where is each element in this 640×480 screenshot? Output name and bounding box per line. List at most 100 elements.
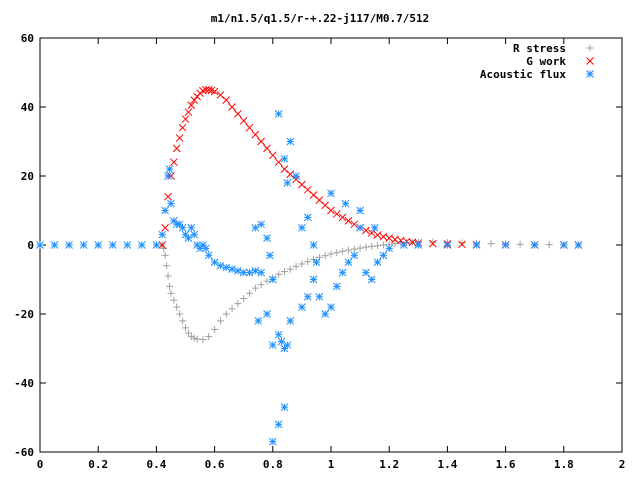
- data-point: [274, 110, 283, 118]
- chart-title: m1/n1.5/q1.5/r-+.22-j117/M0.7/512: [211, 12, 430, 25]
- data-point: [205, 332, 213, 340]
- data-point: [184, 329, 192, 337]
- data-point: [333, 249, 341, 257]
- data-point: [362, 268, 370, 277]
- data-point: [164, 192, 172, 201]
- data-point: [298, 223, 306, 232]
- data-point: [298, 303, 306, 311]
- data-point: [222, 310, 230, 318]
- data-point: [257, 220, 266, 229]
- data-point: [268, 151, 277, 160]
- data-point: [228, 305, 236, 313]
- data-point: [327, 250, 335, 258]
- legend-marker: [586, 70, 594, 78]
- legend-label: G work: [526, 55, 566, 68]
- data-point: [245, 123, 254, 132]
- data-point: [385, 244, 394, 253]
- data-point: [240, 294, 248, 302]
- data-point: [283, 179, 292, 187]
- data-point: [257, 281, 265, 289]
- data-point: [167, 199, 175, 208]
- data-point: [239, 116, 248, 125]
- data-point: [263, 144, 271, 153]
- data-point: [190, 230, 199, 239]
- data-point: [341, 199, 350, 208]
- legend-marker: [586, 57, 594, 65]
- y-tick-label: 20: [21, 170, 34, 183]
- x-tick-label: 2: [619, 458, 626, 471]
- legend-label: R stress: [513, 42, 566, 55]
- data-point: [327, 206, 335, 215]
- data-point: [158, 241, 167, 249]
- legend-marker: [586, 44, 594, 52]
- data-point: [211, 326, 219, 334]
- y-tick-label: 40: [21, 101, 34, 114]
- x-tick-label: 1.2: [379, 458, 399, 471]
- data-point: [170, 158, 178, 167]
- data-point: [350, 251, 359, 260]
- data-point: [303, 292, 312, 301]
- data-point: [292, 172, 300, 180]
- data-point: [286, 137, 295, 146]
- data-point: [327, 303, 335, 311]
- data-point: [167, 289, 175, 297]
- data-point: [251, 223, 260, 232]
- data-point: [283, 341, 292, 349]
- data-point: [161, 206, 169, 215]
- data-point: [204, 85, 213, 94]
- data-point: [559, 241, 568, 249]
- data-point: [50, 241, 59, 249]
- data-point: [263, 234, 271, 242]
- data-point: [414, 241, 423, 249]
- data-point: [286, 265, 294, 273]
- data-point: [458, 240, 466, 249]
- data-point: [266, 251, 274, 260]
- data-marks: [36, 85, 583, 446]
- data-point: [280, 268, 288, 276]
- y-tick-label: -20: [14, 308, 34, 321]
- data-point: [373, 231, 382, 239]
- data-point: [228, 265, 236, 274]
- data-point: [344, 216, 353, 225]
- data-point: [516, 240, 524, 248]
- data-point: [234, 300, 242, 308]
- data-point: [428, 239, 437, 248]
- data-point: [204, 251, 213, 260]
- y-tick-label: -40: [14, 377, 34, 390]
- data-point: [65, 241, 73, 249]
- data-point: [222, 96, 231, 104]
- data-point: [350, 245, 358, 253]
- data-point: [280, 154, 289, 163]
- data-point: [207, 86, 216, 95]
- data-point: [251, 130, 260, 139]
- data-point: [137, 241, 146, 249]
- data-point: [164, 272, 172, 280]
- data-point: [178, 223, 187, 232]
- data-point: [338, 268, 347, 277]
- data-point: [36, 241, 44, 249]
- y-tick-label: 60: [21, 32, 34, 45]
- data-point: [332, 282, 341, 291]
- data-point: [257, 137, 266, 146]
- data-point: [321, 310, 330, 318]
- data-point: [257, 268, 266, 277]
- data-point: [501, 241, 510, 249]
- data-point: [379, 251, 388, 260]
- x-tick-label: 0.2: [88, 458, 108, 471]
- data-point: [472, 241, 481, 249]
- data-point: [443, 241, 452, 249]
- data-point: [161, 223, 169, 232]
- data-point: [123, 241, 132, 249]
- data-point: [234, 110, 242, 118]
- x-tick-label: 0: [37, 458, 44, 471]
- data-point: [373, 258, 382, 267]
- data-point: [298, 260, 306, 268]
- data-point: [275, 270, 283, 278]
- data-point: [332, 210, 341, 218]
- data-point: [315, 292, 324, 301]
- data-point: [251, 267, 260, 275]
- data-point: [94, 241, 103, 249]
- y-tick-label: -60: [14, 446, 34, 459]
- data-point: [344, 246, 352, 254]
